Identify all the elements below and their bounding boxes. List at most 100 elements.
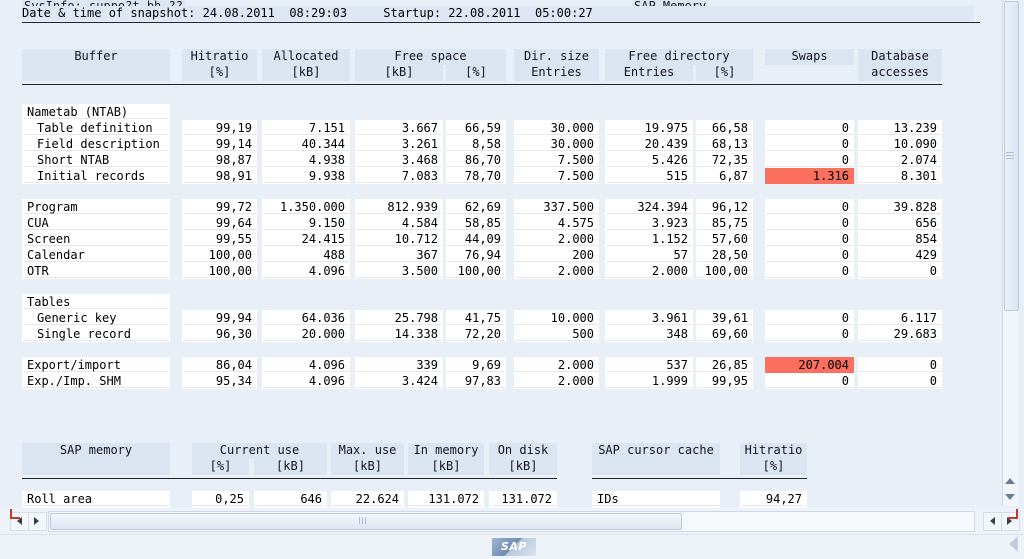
data-cell: 4.938 [262,152,350,168]
data-cell: 537 [605,357,693,373]
row-label: Short NTAB [22,152,170,168]
data-cell: 0 [765,247,854,263]
data-cell: 19.975 [605,120,693,136]
column-header-bottom: [%] [446,65,506,81]
row-label: Exp./Imp. SHM [22,373,170,389]
data-cell: 72,35 [696,152,753,168]
data-cell: 367 [355,247,443,263]
memory-data-cell: 646 [254,491,327,507]
data-cell: 26,85 [696,357,753,373]
data-cell: 3.961 [605,310,693,326]
column-header-bottom: [kB] [355,65,443,81]
data-cell: 14.338 [355,326,443,342]
scroll-right-button[interactable] [28,512,47,531]
data-cell: 3.500 [355,263,443,279]
column-header-bottom: [%] [182,65,257,81]
data-cell: 515 [605,168,693,184]
column-header-top: Free space [355,49,506,65]
memory-column-header-bottom: [%] [192,459,249,475]
data-cell: 3.667 [355,120,443,136]
scroll-left-button-right[interactable] [983,512,1002,531]
data-cell: 8,58 [446,136,506,152]
memory-column-header-bottom: [kB] [489,459,557,475]
data-cell: 85,75 [696,215,753,231]
data-cell: 0 [858,263,942,279]
data-cell: 20.000 [262,326,350,342]
row-label: Generic key [22,310,170,326]
data-cell: 99,94 [182,310,257,326]
memory-header-rule [22,478,557,479]
data-cell: 86,70 [446,152,506,168]
data-cell: 41,75 [446,310,506,326]
data-cell: 40.344 [262,136,350,152]
memory-column-header-top: Current use [192,443,327,459]
data-cell: 66,58 [696,120,753,136]
data-cell: 1.316 [765,168,854,184]
left-arrow-icon [17,517,22,525]
row-label: Field description [22,136,170,152]
data-cell: 4.096 [262,373,350,389]
data-cell: 7.083 [355,168,443,184]
data-cell: 500 [514,326,599,342]
data-cell: 2.000 [605,263,693,279]
header-divider [22,22,980,23]
memory-column-header-top: SAP memory [22,443,170,459]
data-cell: 4.096 [262,263,350,279]
data-cell: 2.000 [514,231,599,247]
data-cell: 0 [765,199,854,215]
data-cell: 99,95 [696,373,753,389]
data-cell: 99,14 [182,136,257,152]
data-cell: 24.415 [262,231,350,247]
sap-logo: SAP [492,538,536,556]
data-cell: 76,94 [446,247,506,263]
data-cell: 1.350.000 [262,199,350,215]
data-cell: 39,61 [696,310,753,326]
memory-column-header-top: In memory [408,443,484,459]
memory-data-cell: 0,25 [192,491,249,507]
data-cell: 812.939 [355,199,443,215]
data-cell: 6,87 [696,168,753,184]
data-cell: 72,20 [446,326,506,342]
data-cell: 207.004 [765,357,854,373]
memory-column-header-bottom: [kB] [331,459,404,475]
data-cell: 8.301 [858,168,942,184]
data-cell: 10.712 [355,231,443,247]
column-header-top: Dir. size [514,49,599,65]
startup-time: 05:00:27 [534,6,593,20]
data-cell: 2.074 [858,152,942,168]
scroll-right-button-right[interactable] [1001,512,1020,531]
column-header-top: Swaps [765,49,854,65]
data-cell: 66,59 [446,120,506,136]
data-cell: 5.426 [605,152,693,168]
snapshot-date: 24.08.2011 [202,6,275,20]
column-header-top: Database [858,49,942,65]
column-header-bottom: [%] [696,65,753,81]
data-cell: 488 [262,247,350,263]
data-cell: 0 [858,373,942,389]
data-cell: 3.468 [355,152,443,168]
data-cell: 100,00 [182,263,257,279]
data-cell: 200 [514,247,599,263]
data-cell: 3.261 [355,136,443,152]
right-arrow-icon [34,517,39,525]
data-cell: 99,55 [182,231,257,247]
data-cell: 96,30 [182,326,257,342]
data-cell: 337.500 [514,199,599,215]
data-cell: 9,69 [446,357,506,373]
data-cell: 0 [765,326,854,342]
data-cell: 99,64 [182,215,257,231]
data-cell: 95,34 [182,373,257,389]
data-cell: 96,12 [696,199,753,215]
column-header-bottom: accesses [858,65,942,81]
scroll-down-arrow-icon[interactable] [1005,494,1015,500]
scroll-up-arrow-icon[interactable] [1005,478,1015,484]
row-label: CUA [22,215,170,231]
cursor-cache-row-label: IDs [592,491,720,507]
data-cell: 4.584 [355,215,443,231]
vertical-scrollbar[interactable] [1002,0,1019,506]
cursor-cache-header-bottom: [%] [740,459,807,475]
horizontal-scrollbar[interactable] [48,511,975,532]
data-cell: 0 [765,152,854,168]
row-label: Export/import [22,357,170,373]
